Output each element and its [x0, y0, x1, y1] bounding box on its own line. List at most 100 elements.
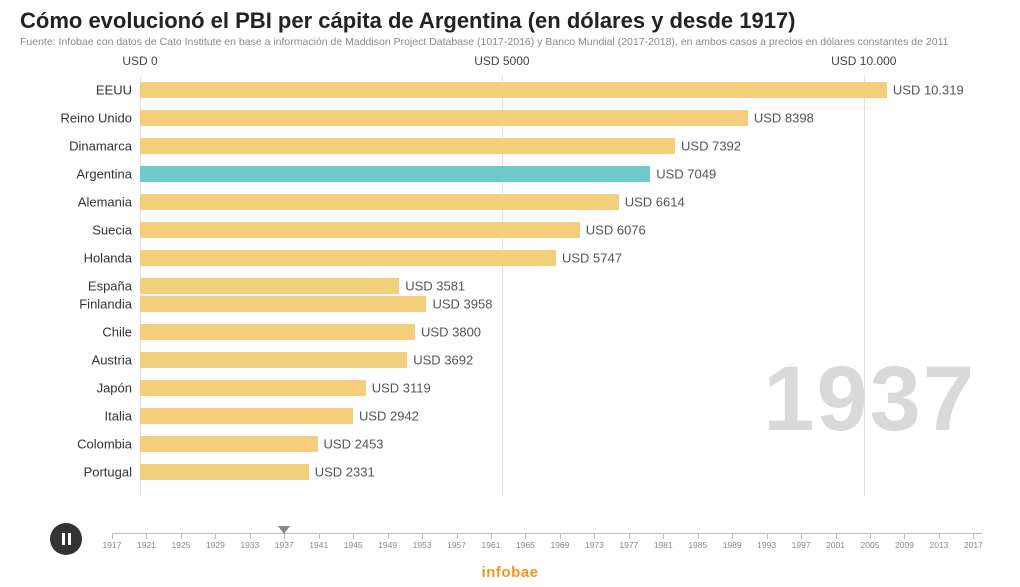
timeline-year-label: 1925 [171, 540, 190, 550]
timeline-slider[interactable]: 1917192119251929193319371941194519491953… [112, 533, 982, 555]
value-label: USD 3581 [405, 279, 465, 294]
timeline-year-label: 1961 [482, 540, 501, 550]
timeline-tick [457, 534, 458, 539]
timeline-tick [732, 534, 733, 539]
bar-row: FinlandiaUSD 3958 [140, 294, 900, 314]
country-label: Alemania [78, 195, 132, 210]
timeline-year-label: 1997 [792, 540, 811, 550]
chart-container: Cómo evolucionó el PBI per cápita de Arg… [0, 0, 1020, 587]
timeline-year-label: 1993 [757, 540, 776, 550]
timeline-controls: 1917192119251929193319371941194519491953… [20, 523, 1000, 559]
bar [140, 278, 399, 294]
timeline-year-label: 1965 [516, 540, 535, 550]
timeline-marker[interactable] [278, 526, 290, 534]
bar [140, 464, 309, 480]
timeline-year-label: 1973 [585, 540, 604, 550]
value-label: USD 3119 [372, 381, 431, 396]
country-label: Argentina [76, 167, 132, 182]
timeline-year-label: 1921 [137, 540, 156, 550]
country-label: Reino Unido [60, 111, 132, 126]
x-axis-tick-label: USD 0 [122, 54, 157, 68]
brand-logo: infobae [482, 564, 539, 581]
bar-row: SueciaUSD 6076 [140, 220, 900, 240]
timeline-year-label: 1985 [688, 540, 707, 550]
timeline-tick [663, 534, 664, 539]
bar-row: DinamarcaUSD 7392 [140, 136, 900, 156]
chart-title: Cómo evolucionó el PBI per cápita de Arg… [20, 8, 1000, 34]
bar-row: HolandaUSD 5747 [140, 248, 900, 268]
value-label: USD 7392 [681, 139, 741, 154]
timeline-year-label: 1917 [103, 540, 122, 550]
bar [140, 380, 366, 396]
timeline-year-label: 1957 [447, 540, 466, 550]
bar-row: PortugalUSD 2331 [140, 462, 900, 482]
value-label: USD 3958 [432, 297, 492, 312]
country-label: Portugal [84, 465, 132, 480]
country-label: Chile [102, 325, 132, 340]
value-label: USD 2942 [359, 409, 419, 424]
timeline-tick [319, 534, 320, 539]
value-label: USD 2453 [324, 437, 384, 452]
bar-row: ItaliaUSD 2942 [140, 406, 900, 426]
x-axis-tick-label: USD 10.000 [831, 54, 896, 68]
timeline-tick [250, 534, 251, 539]
bar [140, 408, 353, 424]
timeline-tick [146, 534, 147, 539]
bar-highlight [140, 166, 650, 182]
x-axis-top: USD 0USD 5000USD 10.000 [140, 54, 900, 76]
bar [140, 436, 318, 452]
timeline-tick [870, 534, 871, 539]
value-label: USD 2331 [315, 465, 375, 480]
chart-subtitle: Fuente: Infobae con datos de Cato Instit… [20, 36, 1000, 48]
country-label: Japón [97, 381, 132, 396]
value-label: USD 6076 [586, 223, 646, 238]
bar [140, 324, 415, 340]
timeline-tick [284, 534, 285, 539]
timeline-year-label: 1929 [206, 540, 225, 550]
timeline-year-label: 1945 [344, 540, 363, 550]
timeline-year-label: 2009 [895, 540, 914, 550]
bar-row: EEUUUSD 10.319 [140, 80, 900, 100]
value-label: USD 6614 [625, 195, 685, 210]
timeline-tick [112, 534, 113, 539]
x-axis-tick-label: USD 5000 [474, 54, 529, 68]
bar [140, 194, 619, 210]
bar-row: ColombiaUSD 2453 [140, 434, 900, 454]
timeline-year-label: 1953 [413, 540, 432, 550]
timeline-tick [388, 534, 389, 539]
value-label: USD 5747 [562, 251, 622, 266]
timeline-year-label: 2017 [964, 540, 983, 550]
bar-row: Reino UnidoUSD 8398 [140, 108, 900, 128]
country-label: Suecia [92, 223, 132, 238]
country-label: Colombia [77, 437, 132, 452]
timeline-tick [594, 534, 595, 539]
timeline-year-label: 1969 [550, 540, 569, 550]
bar-row: ArgentinaUSD 7049 [140, 164, 900, 184]
timeline-tick [629, 534, 630, 539]
timeline-year-label: 1981 [654, 540, 673, 550]
bar [140, 250, 556, 266]
timeline-year-label: 2001 [826, 540, 845, 550]
timeline-tick [491, 534, 492, 539]
play-pause-button[interactable] [50, 523, 82, 555]
timeline-tick [525, 534, 526, 539]
country-label: Finlandia [79, 297, 132, 312]
bar-row: ChileUSD 3800 [140, 322, 900, 342]
bar [140, 110, 748, 126]
timeline-tick [801, 534, 802, 539]
timeline-year-label: 1949 [378, 540, 397, 550]
country-label: EEUU [96, 83, 132, 98]
bar-row: JapónUSD 3119 [140, 378, 900, 398]
timeline-tick [181, 534, 182, 539]
country-label: Italia [105, 409, 132, 424]
bar [140, 352, 407, 368]
timeline-year-label: 1933 [240, 540, 259, 550]
timeline-year-label: 2013 [929, 540, 948, 550]
timeline-year-label: 1937 [275, 540, 294, 550]
chart-area: USD 0 USD 5000 USD 10.000 EEUUUSD 10.319 Re… [20, 54, 1000, 514]
timeline-tick [698, 534, 699, 539]
timeline-year-label: 1977 [619, 540, 638, 550]
country-label: Dinamarca [69, 139, 132, 154]
value-label: USD 3692 [413, 353, 473, 368]
value-label: USD 3800 [421, 325, 481, 340]
